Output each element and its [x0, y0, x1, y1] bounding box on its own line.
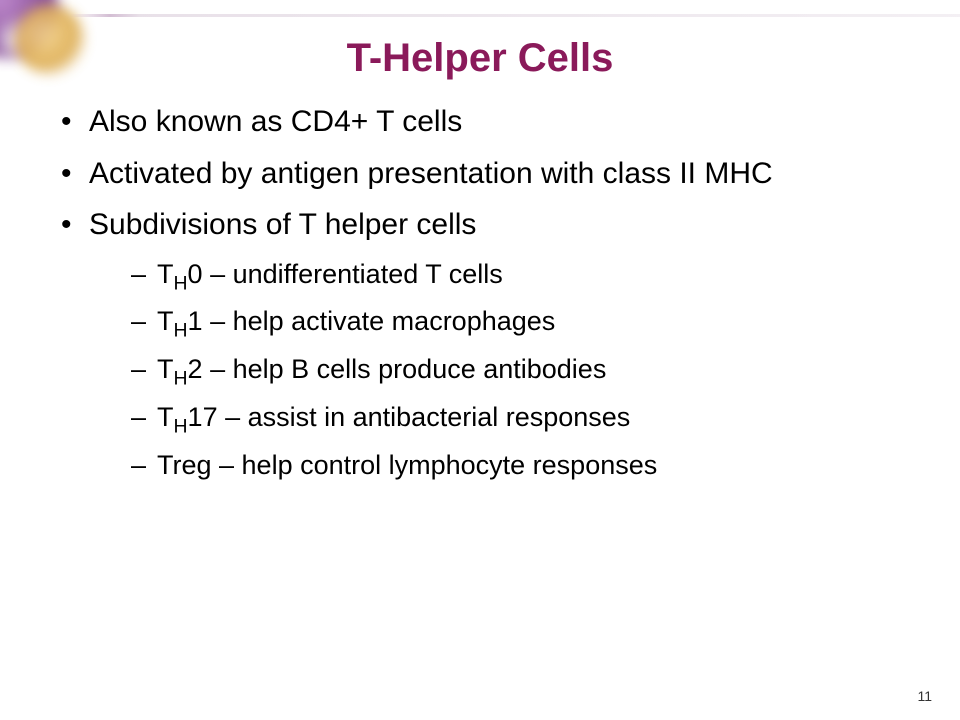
sub-bullet-item: TH0 – undifferentiated T cells [129, 258, 905, 292]
bullet-text: Subdivisions of T helper cells [89, 208, 476, 241]
th-suffix: 1 – help activate macrophages [188, 306, 556, 336]
th-suffix: 2 – help B cells produce antibodies [188, 354, 607, 384]
slide: T-Helper Cells Also known as CD4+ T cell… [0, 0, 960, 720]
bullet-item: Subdivisions of T helper cells TH0 – und… [55, 206, 905, 482]
th-suffix: 17 – assist in antibacterial responses [188, 402, 631, 432]
th-prefix: T [157, 402, 174, 432]
page-number: 11 [917, 688, 932, 704]
sub-bullet-list: TH0 – undifferentiated T cells TH1 – hel… [89, 258, 905, 483]
th-prefix: T [157, 354, 174, 384]
bullet-list: Also known as CD4+ T cells Activated by … [55, 103, 905, 482]
th-subscript: H [174, 415, 188, 437]
bullet-text: Also known as CD4+ T cells [89, 105, 462, 138]
sub-bullet-item: TH17 – assist in antibacterial responses [129, 401, 905, 435]
th-suffix: 0 – undifferentiated T cells [188, 259, 503, 289]
sub-bullet-text: Treg – help control lymphocyte responses [157, 450, 657, 480]
sub-bullet-item: TH2 – help B cells produce antibodies [129, 353, 905, 387]
th-subscript: H [174, 272, 188, 294]
bullet-text: Activated by antigen presentation with c… [89, 157, 773, 190]
th-subscript: H [174, 367, 188, 389]
th-prefix: T [157, 259, 174, 289]
slide-title: T-Helper Cells [55, 36, 905, 81]
th-subscript: H [174, 320, 188, 342]
sub-bullet-item: Treg – help control lymphocyte responses [129, 449, 905, 483]
sub-bullet-item: TH1 – help activate macrophages [129, 305, 905, 339]
bullet-item: Activated by antigen presentation with c… [55, 155, 905, 193]
th-prefix: T [157, 306, 174, 336]
bullet-item: Also known as CD4+ T cells [55, 103, 905, 141]
